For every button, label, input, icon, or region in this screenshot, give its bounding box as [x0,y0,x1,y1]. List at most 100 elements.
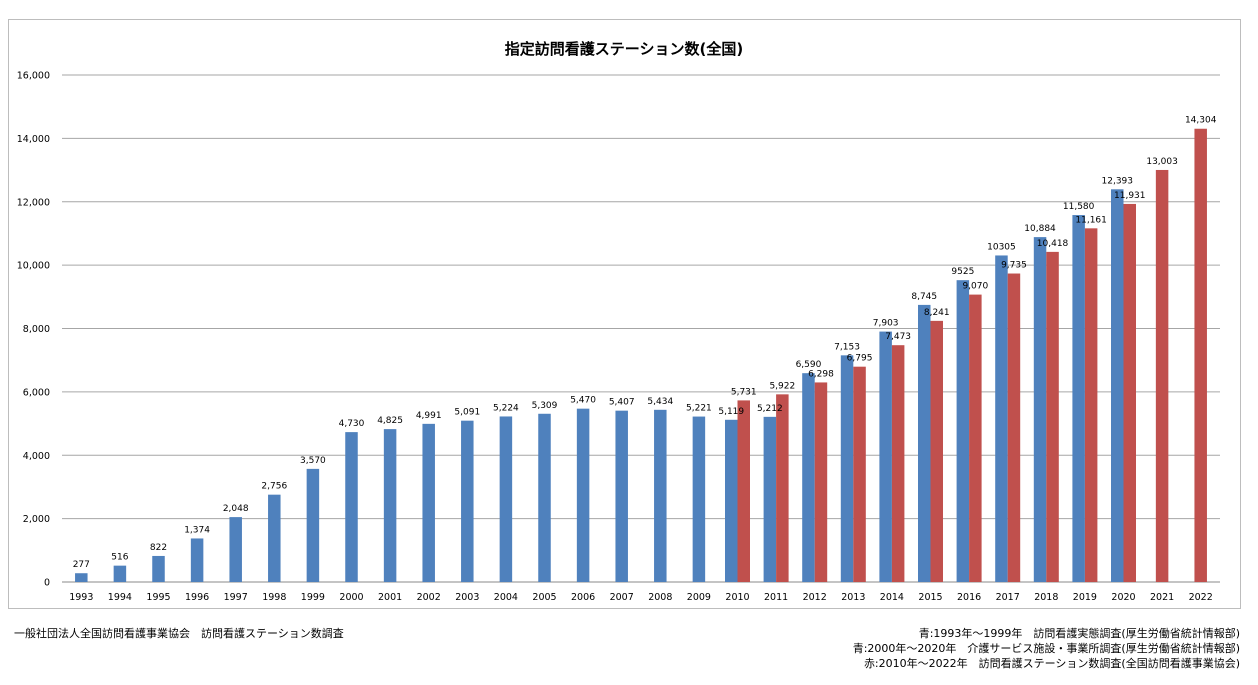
bar-red [853,366,866,582]
data-label: 2,048 [223,504,249,514]
data-label: 5,434 [647,397,673,407]
y-tick-label: 2,000 [23,514,50,525]
y-tick-label: 12,000 [17,197,50,208]
bar-blue [75,573,88,582]
bar-blue [113,565,127,582]
x-tick-label: 2003 [455,592,479,603]
x-tick-label: 1994 [108,592,132,603]
data-label: 8,745 [911,292,937,302]
x-tick-label: 2010 [725,592,749,603]
x-tick-label: 1996 [185,592,209,603]
bar-red [1084,228,1098,582]
data-label: 11,161 [1075,215,1107,225]
y-tick-label: 14,000 [17,134,50,145]
bar-blue [383,429,397,582]
data-label: 2,756 [261,482,287,492]
bar-red [891,345,905,582]
bar-blue [692,416,706,582]
grid-lines [62,74,1220,583]
footer-note-2: 青:2000年～2020年 介護サービス施設・事業所調査(厚生労働省統計情報部) [852,642,1240,655]
x-tick-label: 2004 [494,592,518,603]
footer-note-1: 青:1993年～1999年 訪問看護実態調査(厚生労働省統計情報部) [918,627,1240,640]
x-tick-label: 1999 [301,592,325,603]
bar-red [930,320,943,582]
data-label: 277 [73,560,90,570]
data-label: 13,003 [1146,157,1178,167]
data-label: 1,374 [184,525,210,535]
y-tick-label: 0 [44,578,50,589]
bar-blue [654,409,667,582]
bar-red [969,294,982,582]
x-tick-label: 2001 [378,592,402,603]
bar-blue [152,555,165,582]
bar-blue [1072,215,1085,582]
x-tick-label: 2007 [610,592,634,603]
x-tick-label: 2017 [996,592,1020,603]
data-label: 5,470 [570,396,596,406]
bar-blue [615,410,628,582]
data-label: 6,795 [847,354,873,364]
data-label: 516 [111,553,128,563]
data-label: 6,590 [796,360,822,370]
data-label: 5,221 [686,404,712,414]
bar-blue [802,373,815,582]
bar-red [1007,273,1021,582]
data-label: 4,730 [339,419,365,429]
bar-blue [229,517,242,582]
bar-red [1123,203,1136,582]
data-label: 822 [150,543,167,553]
source-note: 一般社団法人全国訪問看護事業協会 訪問看護ステーション数調査 [14,627,344,640]
data-label: 11,580 [1063,202,1095,212]
data-label: 6,298 [808,369,834,379]
x-tick-label: 2019 [1073,592,1097,603]
x-tick-label: 2014 [880,592,904,603]
data-label: 7,903 [873,319,899,329]
data-label: 10305 [987,242,1016,252]
data-label: 5,091 [454,408,480,418]
y-tick-label: 4,000 [23,451,50,462]
data-label: 11,931 [1114,191,1146,201]
data-label: 5,224 [493,403,519,413]
y-axis-ticks: 0 2,000 4,000 6,000 8,000 10,000 12,000 14,000 1… [17,71,50,589]
bar-blue [725,419,738,582]
x-tick-label: 2011 [764,592,788,603]
x-tick-label: 2009 [687,592,711,603]
bar-blue [499,416,513,582]
x-tick-label: 2000 [339,592,363,603]
data-label: 14,304 [1185,116,1217,126]
data-label: 9,070 [962,282,988,292]
data-label: 5,212 [757,404,783,414]
data-label: 5,119 [718,407,744,417]
bar-red [814,382,828,582]
data-label: 10,418 [1037,239,1069,249]
data-label: 9,735 [1001,261,1027,271]
data-label: 9525 [951,267,974,277]
bar-blue [956,280,970,582]
x-tick-label: 1993 [69,592,93,603]
bar-blue [918,304,931,582]
bar-red [1194,128,1207,582]
bar-chart: 指定訪問看護ステーション数(全国) 0 2,000 4,000 6,000 8,000 1… [17,40,1220,603]
y-tick-label: 16,000 [17,71,50,82]
x-tick-label: 2012 [803,592,827,603]
bar-blue [422,423,435,582]
x-tick-label: 2013 [841,592,865,603]
bar-blue [1111,189,1124,582]
data-label: 7,153 [834,342,860,352]
data-label: 8,241 [924,308,950,318]
data-label: 5,407 [609,398,635,408]
bars [75,128,1207,582]
data-label: 5,731 [731,387,757,397]
bar-red [776,394,789,582]
bar-red [737,400,750,582]
y-tick-label: 8,000 [23,324,50,335]
data-labels: 277 516 822 1,374 2,048 2,756 3,570 4,730 4,825 4… [73,116,1217,570]
data-label: 4,991 [416,411,442,421]
x-tick-label: 2018 [1034,592,1058,603]
footer-note-3: 赤:2010年～2022年 訪問看護ステーション数調査(全国訪問看護事業協会) [863,657,1240,670]
bar-blue [190,538,204,582]
bar-blue [1033,237,1047,582]
data-label: 5,922 [769,381,795,391]
bar-red [1155,169,1169,582]
bar-red [1046,251,1059,582]
